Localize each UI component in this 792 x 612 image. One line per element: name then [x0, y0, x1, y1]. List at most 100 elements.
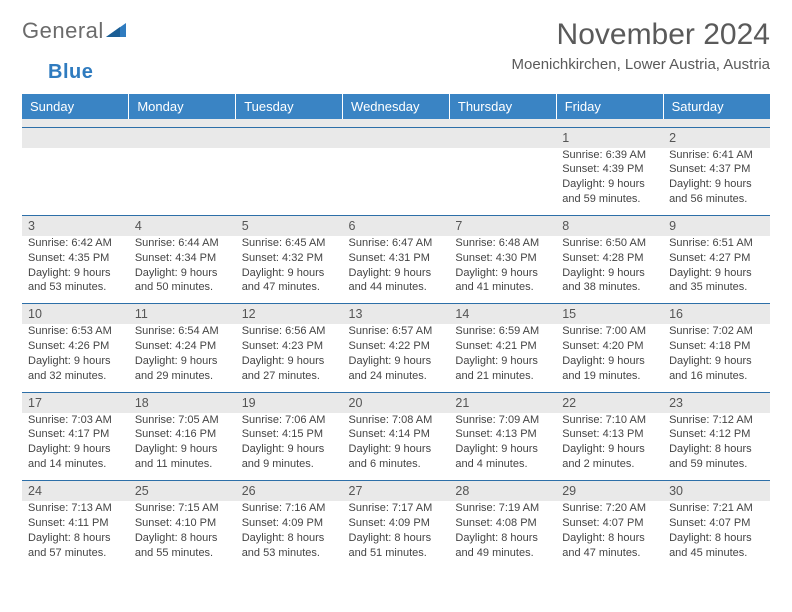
header-spacer	[22, 119, 770, 127]
daylight-text: Daylight: 9 hours and 29 minutes.	[135, 354, 230, 384]
day-number: 13	[343, 304, 450, 325]
day-number: 15	[556, 304, 663, 325]
sunrise-text: Sunrise: 6:48 AM	[455, 236, 550, 251]
daylight-text: Daylight: 9 hours and 32 minutes.	[28, 354, 123, 384]
sunset-text: Sunset: 4:30 PM	[455, 251, 550, 266]
logo: General	[22, 18, 128, 44]
daylight-text: Daylight: 9 hours and 35 minutes.	[669, 266, 764, 296]
day-cell: Sunrise: 7:16 AMSunset: 4:09 PMDaylight:…	[236, 501, 343, 568]
empty-day-number	[236, 127, 343, 148]
sunrise-text: Sunrise: 6:45 AM	[242, 236, 337, 251]
day-cell: Sunrise: 6:44 AMSunset: 4:34 PMDaylight:…	[129, 236, 236, 304]
daylight-text: Daylight: 8 hours and 53 minutes.	[242, 531, 337, 561]
sunset-text: Sunset: 4:11 PM	[28, 516, 123, 531]
day-cell: Sunrise: 7:21 AMSunset: 4:07 PMDaylight:…	[663, 501, 770, 568]
sunrise-text: Sunrise: 7:00 AM	[562, 324, 657, 339]
daylight-text: Daylight: 9 hours and 4 minutes.	[455, 442, 550, 472]
weekday-header: Thursday	[449, 94, 556, 119]
sunrise-text: Sunrise: 7:15 AM	[135, 501, 230, 516]
sunset-text: Sunset: 4:08 PM	[455, 516, 550, 531]
sunset-text: Sunset: 4:31 PM	[349, 251, 444, 266]
daylight-text: Daylight: 9 hours and 44 minutes.	[349, 266, 444, 296]
day-cell: Sunrise: 7:09 AMSunset: 4:13 PMDaylight:…	[449, 413, 556, 481]
day-number: 21	[449, 392, 556, 413]
sunrise-text: Sunrise: 7:02 AM	[669, 324, 764, 339]
sunset-text: Sunset: 4:18 PM	[669, 339, 764, 354]
sunset-text: Sunset: 4:21 PM	[455, 339, 550, 354]
daylight-text: Daylight: 9 hours and 59 minutes.	[562, 177, 657, 207]
sunrise-text: Sunrise: 6:53 AM	[28, 324, 123, 339]
day-cell: Sunrise: 7:15 AMSunset: 4:10 PMDaylight:…	[129, 501, 236, 568]
sunrise-text: Sunrise: 7:10 AM	[562, 413, 657, 428]
sunrise-text: Sunrise: 6:56 AM	[242, 324, 337, 339]
sunset-text: Sunset: 4:07 PM	[562, 516, 657, 531]
day-number: 25	[129, 481, 236, 502]
day-cell: Sunrise: 7:10 AMSunset: 4:13 PMDaylight:…	[556, 413, 663, 481]
daylight-text: Daylight: 9 hours and 21 minutes.	[455, 354, 550, 384]
sunset-text: Sunset: 4:07 PM	[669, 516, 764, 531]
logo-text-blue: Blue	[48, 61, 93, 84]
weekday-header-row: SundayMondayTuesdayWednesdayThursdayFrid…	[22, 94, 770, 119]
daylight-text: Daylight: 8 hours and 57 minutes.	[28, 531, 123, 561]
day-cell: Sunrise: 6:53 AMSunset: 4:26 PMDaylight:…	[22, 324, 129, 392]
sunset-text: Sunset: 4:26 PM	[28, 339, 123, 354]
day-cell: Sunrise: 7:20 AMSunset: 4:07 PMDaylight:…	[556, 501, 663, 568]
location-text: Moenichkirchen, Lower Austria, Austria	[512, 56, 770, 73]
weekday-header: Friday	[556, 94, 663, 119]
daylight-text: Daylight: 8 hours and 47 minutes.	[562, 531, 657, 561]
day-cell: Sunrise: 7:19 AMSunset: 4:08 PMDaylight:…	[449, 501, 556, 568]
sunrise-text: Sunrise: 7:13 AM	[28, 501, 123, 516]
sunrise-text: Sunrise: 6:42 AM	[28, 236, 123, 251]
daylight-text: Daylight: 9 hours and 14 minutes.	[28, 442, 123, 472]
day-number: 30	[663, 481, 770, 502]
sunrise-text: Sunrise: 7:06 AM	[242, 413, 337, 428]
day-number: 7	[449, 215, 556, 236]
daylight-text: Daylight: 9 hours and 24 minutes.	[349, 354, 444, 384]
empty-day-number	[129, 127, 236, 148]
logo-text-gray: General	[22, 18, 104, 44]
daylight-text: Daylight: 9 hours and 19 minutes.	[562, 354, 657, 384]
calendar-table: SundayMondayTuesdayWednesdayThursdayFrid…	[22, 94, 770, 568]
sunset-text: Sunset: 4:23 PM	[242, 339, 337, 354]
sunset-text: Sunset: 4:37 PM	[669, 162, 764, 177]
sunset-text: Sunset: 4:09 PM	[242, 516, 337, 531]
day-cell: Sunrise: 6:50 AMSunset: 4:28 PMDaylight:…	[556, 236, 663, 304]
empty-day-number	[343, 127, 450, 148]
daylight-text: Daylight: 9 hours and 38 minutes.	[562, 266, 657, 296]
sunset-text: Sunset: 4:34 PM	[135, 251, 230, 266]
title-block: November 2024 Moenichkirchen, Lower Aust…	[512, 18, 770, 73]
day-cell: Sunrise: 6:59 AMSunset: 4:21 PMDaylight:…	[449, 324, 556, 392]
sunset-text: Sunset: 4:15 PM	[242, 427, 337, 442]
sunrise-text: Sunrise: 7:05 AM	[135, 413, 230, 428]
day-cell: Sunrise: 7:02 AMSunset: 4:18 PMDaylight:…	[663, 324, 770, 392]
weekday-header: Monday	[129, 94, 236, 119]
sunrise-text: Sunrise: 7:19 AM	[455, 501, 550, 516]
day-cell: Sunrise: 6:48 AMSunset: 4:30 PMDaylight:…	[449, 236, 556, 304]
sunset-text: Sunset: 4:39 PM	[562, 162, 657, 177]
day-cell: Sunrise: 6:51 AMSunset: 4:27 PMDaylight:…	[663, 236, 770, 304]
sunset-text: Sunset: 4:09 PM	[349, 516, 444, 531]
day-number: 18	[129, 392, 236, 413]
day-cell: Sunrise: 6:57 AMSunset: 4:22 PMDaylight:…	[343, 324, 450, 392]
sunrise-text: Sunrise: 6:41 AM	[669, 148, 764, 163]
sunset-text: Sunset: 4:17 PM	[28, 427, 123, 442]
day-number: 23	[663, 392, 770, 413]
sunrise-text: Sunrise: 6:44 AM	[135, 236, 230, 251]
empty-day-number	[449, 127, 556, 148]
sunset-text: Sunset: 4:32 PM	[242, 251, 337, 266]
day-number: 3	[22, 215, 129, 236]
sunset-text: Sunset: 4:16 PM	[135, 427, 230, 442]
month-title: November 2024	[512, 18, 770, 52]
daylight-text: Daylight: 8 hours and 45 minutes.	[669, 531, 764, 561]
day-cell: Sunrise: 6:54 AMSunset: 4:24 PMDaylight:…	[129, 324, 236, 392]
daylight-text: Daylight: 9 hours and 2 minutes.	[562, 442, 657, 472]
day-number: 12	[236, 304, 343, 325]
day-cell: Sunrise: 6:42 AMSunset: 4:35 PMDaylight:…	[22, 236, 129, 304]
day-number: 2	[663, 127, 770, 148]
sunrise-text: Sunrise: 6:57 AM	[349, 324, 444, 339]
sunrise-text: Sunrise: 7:03 AM	[28, 413, 123, 428]
sunrise-text: Sunrise: 7:16 AM	[242, 501, 337, 516]
day-number: 20	[343, 392, 450, 413]
day-number: 24	[22, 481, 129, 502]
daylight-text: Daylight: 8 hours and 51 minutes.	[349, 531, 444, 561]
